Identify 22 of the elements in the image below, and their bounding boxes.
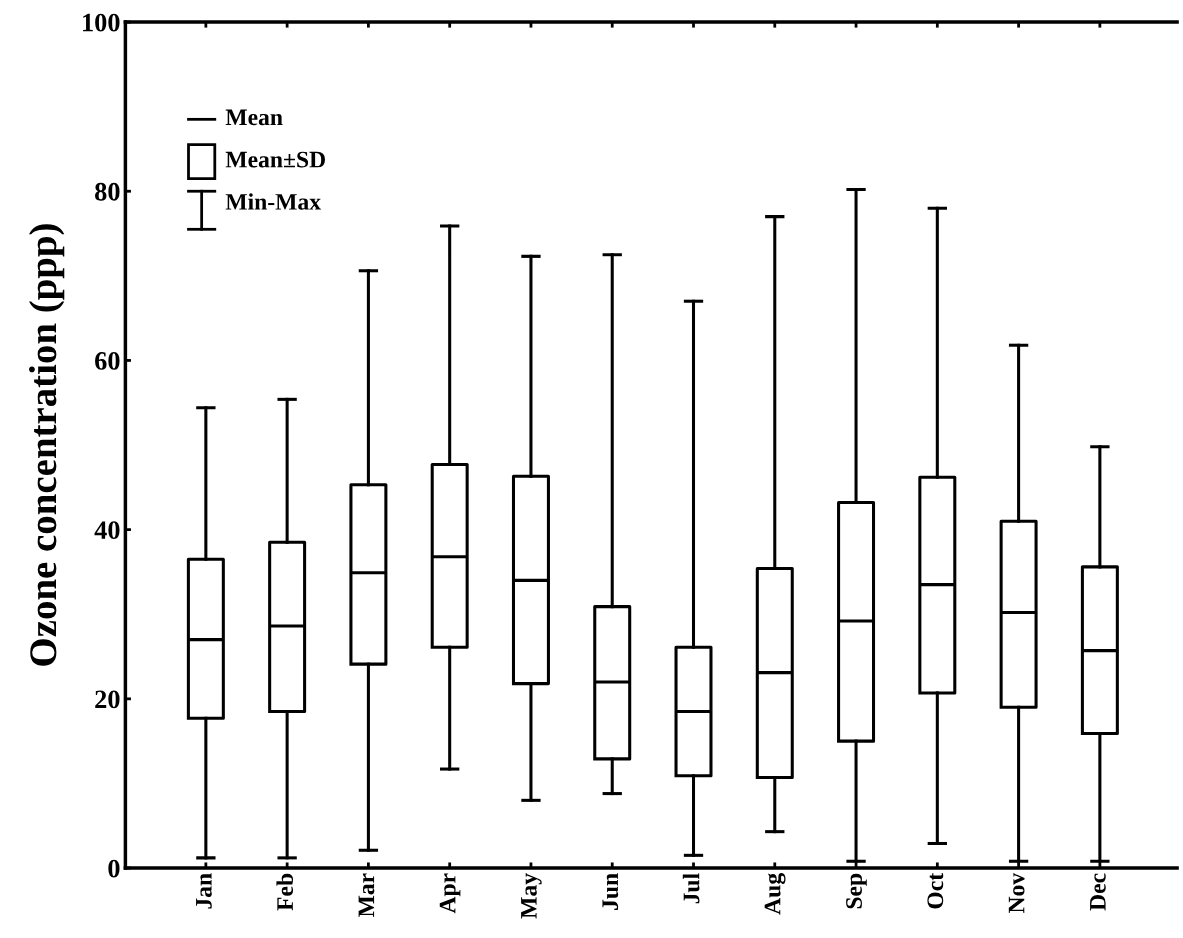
y-tick-label: 20 bbox=[95, 690, 120, 709]
x-tick-label: Feb bbox=[276, 873, 294, 911]
x-tick-label: Jul bbox=[682, 873, 700, 904]
x-tick-label: Dec bbox=[1090, 873, 1106, 911]
y-tick-label: 0 bbox=[108, 859, 120, 878]
annotation: Mean bbox=[225, 109, 283, 126]
y-tick-label: 80 bbox=[95, 182, 120, 201]
x-tick-label: Jan bbox=[196, 873, 212, 909]
x-tick-label: Nov bbox=[1008, 872, 1025, 914]
y-tick-label: 60 bbox=[95, 352, 120, 370]
x-tick-label: Apr bbox=[439, 873, 461, 914]
annotation: Min-Max bbox=[225, 193, 321, 210]
x-tick-label: Mar bbox=[358, 873, 375, 918]
x-tick-label: Jun bbox=[602, 873, 619, 910]
y-tick-label: 100 bbox=[83, 13, 120, 32]
x-tick-label: Sep bbox=[846, 873, 867, 909]
x-tick-label: Aug bbox=[764, 873, 786, 915]
x-tick-label: May bbox=[521, 873, 542, 919]
annotation: Mean±SD bbox=[225, 151, 325, 168]
y-axis-title: Ozone concentration (ppp) bbox=[29, 224, 65, 666]
x-tick-label: Oct bbox=[927, 872, 944, 909]
y-tick-label: 40 bbox=[94, 521, 120, 540]
